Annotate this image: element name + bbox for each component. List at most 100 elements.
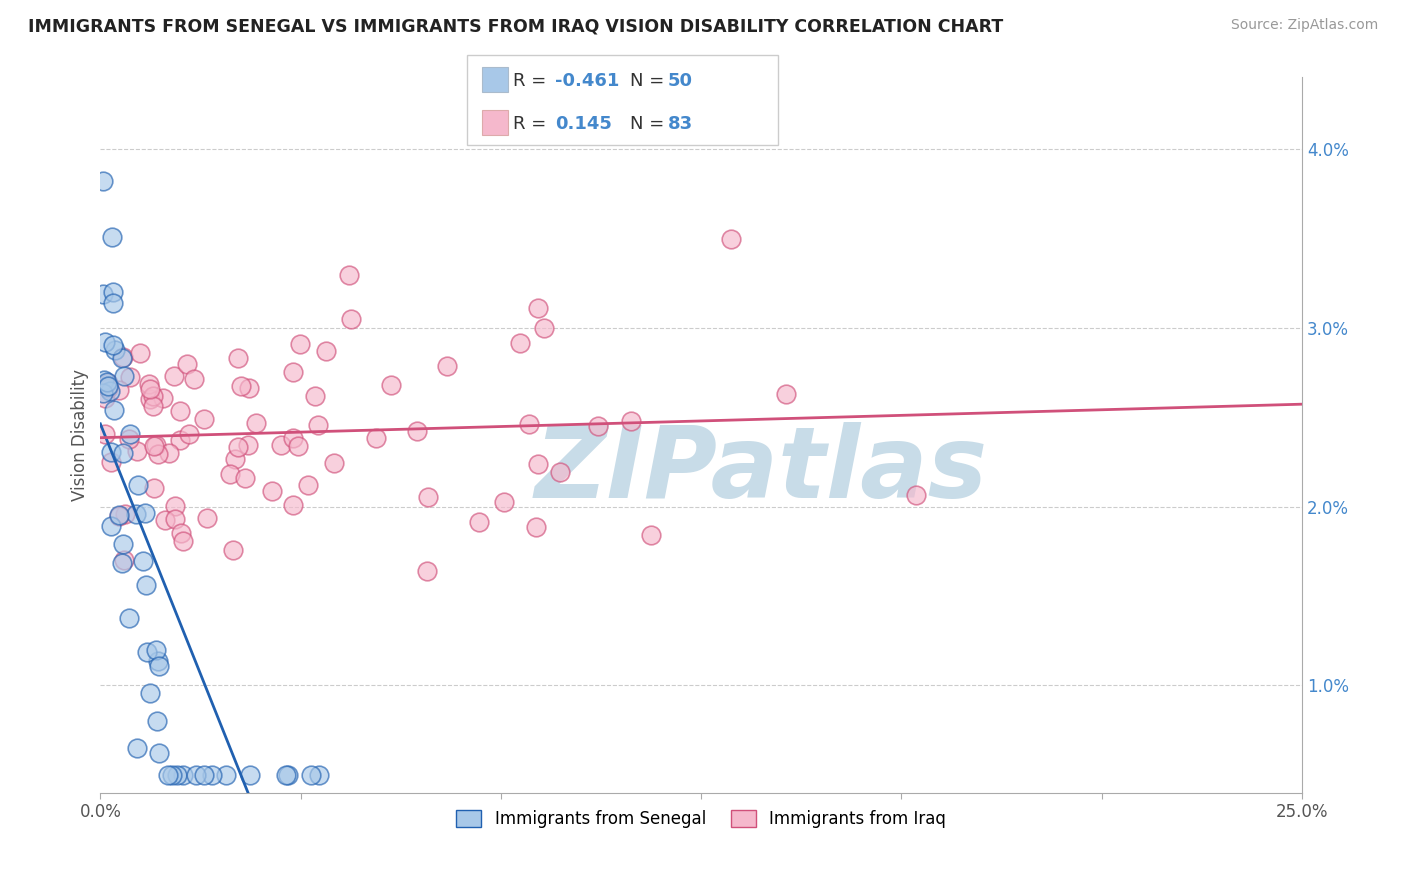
Point	[97, 381, 120, 395]
Point	[526, 301, 548, 315]
Point	[94, 427, 117, 442]
Point	[172, 768, 194, 782]
Point	[775, 387, 797, 401]
Legend: Immigrants from Senegal, Immigrants from Iraq: Immigrants from Senegal, Immigrants from…	[450, 803, 953, 834]
Point	[91, 174, 114, 188]
Point	[177, 426, 200, 441]
Point	[533, 321, 555, 335]
Point	[120, 370, 142, 384]
Point	[101, 296, 124, 310]
Point	[139, 686, 162, 700]
Point	[100, 454, 122, 468]
Point	[108, 508, 131, 522]
Point	[281, 498, 304, 512]
Point	[720, 231, 742, 245]
Text: Source: ZipAtlas.com: Source: ZipAtlas.com	[1230, 18, 1378, 32]
Point	[416, 564, 439, 578]
Point	[245, 416, 267, 430]
Point	[281, 431, 304, 445]
Point	[91, 386, 114, 401]
Point	[201, 768, 224, 782]
Point	[135, 578, 157, 592]
Point	[307, 417, 329, 432]
Point	[172, 534, 194, 549]
Point	[152, 391, 174, 405]
Point	[524, 520, 547, 534]
Point	[337, 268, 360, 282]
Point	[127, 444, 149, 458]
Point	[193, 768, 215, 782]
Point	[157, 768, 180, 782]
Point	[157, 446, 180, 460]
Point	[94, 391, 117, 405]
Point	[224, 451, 246, 466]
Point	[148, 746, 170, 760]
Point	[226, 351, 249, 365]
Point	[101, 285, 124, 300]
Text: R =: R =	[513, 115, 553, 133]
Point	[262, 483, 284, 498]
Point	[97, 376, 120, 390]
Point	[163, 512, 186, 526]
Point	[640, 527, 662, 541]
Point	[299, 768, 322, 782]
Point	[101, 338, 124, 352]
Point	[416, 490, 439, 504]
Point	[169, 433, 191, 447]
Point	[107, 383, 129, 397]
Point	[186, 768, 208, 782]
Point	[468, 516, 491, 530]
Point	[221, 542, 243, 557]
Point	[620, 413, 643, 427]
Text: R =: R =	[513, 72, 553, 90]
Text: ZIPatlas: ZIPatlas	[534, 422, 988, 519]
Point	[315, 344, 337, 359]
Point	[100, 444, 122, 458]
Point	[905, 488, 928, 502]
Point	[101, 230, 124, 244]
Point	[176, 357, 198, 371]
Text: 0.145: 0.145	[555, 115, 612, 133]
Point	[406, 424, 429, 438]
Point	[104, 343, 127, 357]
Point	[166, 768, 188, 782]
Point	[183, 372, 205, 386]
Text: IMMIGRANTS FROM SENEGAL VS IMMIGRANTS FROM IRAQ VISION DISABILITY CORRELATION CH: IMMIGRANTS FROM SENEGAL VS IMMIGRANTS FR…	[28, 18, 1004, 36]
Point	[112, 446, 135, 460]
Text: N =: N =	[630, 72, 669, 90]
Point	[111, 351, 134, 365]
Point	[228, 440, 250, 454]
Point	[380, 378, 402, 392]
Point	[112, 369, 135, 384]
Point	[118, 433, 141, 447]
Point	[93, 373, 115, 387]
Point	[340, 312, 363, 326]
Point	[127, 477, 149, 491]
Point	[118, 611, 141, 625]
Text: 83: 83	[668, 115, 693, 133]
Point	[235, 471, 257, 485]
Text: 50: 50	[668, 72, 693, 90]
Point	[148, 658, 170, 673]
Point	[288, 337, 311, 351]
Point	[100, 519, 122, 533]
Point	[138, 382, 160, 396]
Point	[277, 768, 299, 782]
Y-axis label: Vision Disability: Vision Disability	[72, 369, 89, 501]
Point	[108, 509, 131, 524]
Point	[308, 768, 330, 782]
Point	[492, 495, 515, 509]
Point	[276, 768, 298, 782]
Point	[125, 741, 148, 756]
Point	[142, 389, 165, 403]
Point	[96, 376, 118, 390]
Point	[197, 511, 219, 525]
Point	[163, 368, 186, 383]
Point	[114, 508, 136, 522]
Point	[526, 457, 548, 471]
Point	[118, 426, 141, 441]
Point	[142, 439, 165, 453]
Point	[103, 403, 125, 417]
Point	[509, 335, 531, 350]
Point	[548, 465, 571, 479]
